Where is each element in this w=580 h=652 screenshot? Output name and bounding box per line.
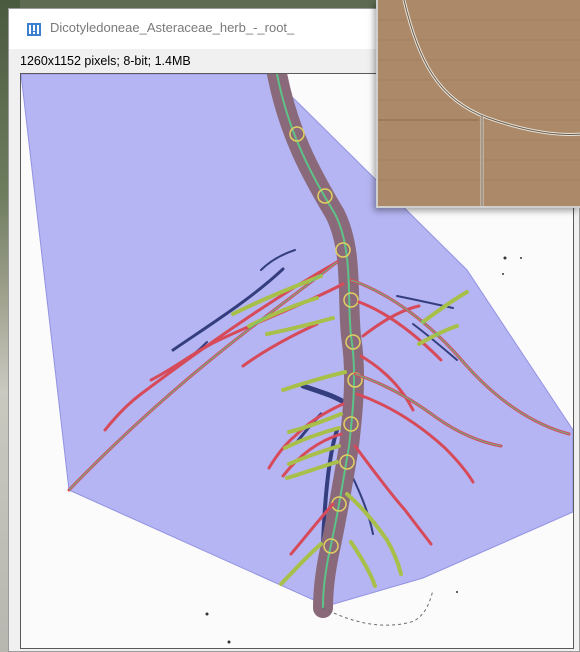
window-title: Dicotyledoneae_Asteraceae_herb_-_root_ xyxy=(50,20,295,35)
aerial-field-image-window[interactable] xyxy=(376,0,580,208)
root-analysis-overlay xyxy=(21,74,573,644)
fine-root-trace xyxy=(322,589,434,626)
image-specks xyxy=(205,256,522,644)
lateral-centerlines xyxy=(68,261,570,491)
image-info-label: 1260x1152 pixels; 8-bit; 1.4MB xyxy=(20,54,191,68)
imagej-app-icon xyxy=(27,23,41,36)
taproot-centerline xyxy=(276,74,356,609)
convex-hull-polygon xyxy=(21,74,573,607)
aerial-field-image xyxy=(378,0,580,206)
secondary-roots xyxy=(231,274,469,588)
